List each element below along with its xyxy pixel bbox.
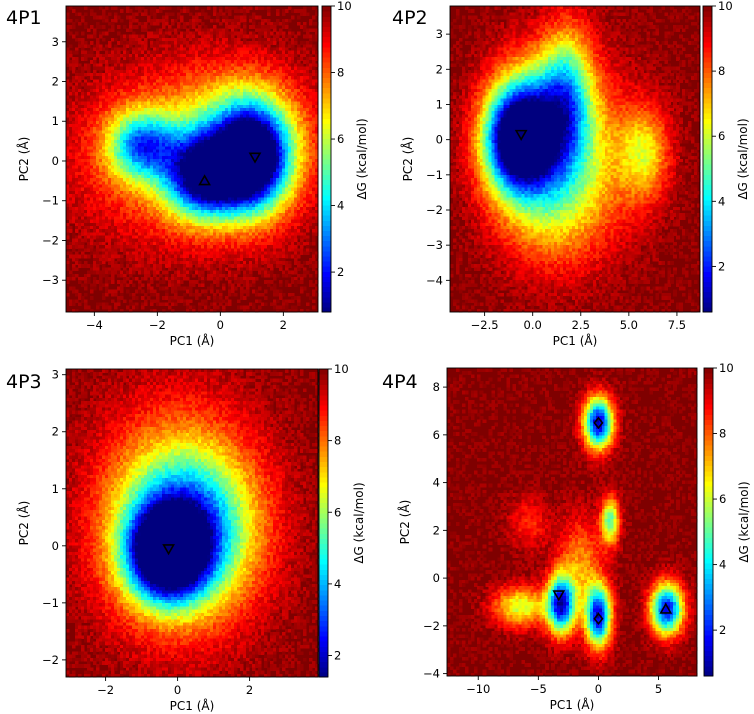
heatmap-cell [111,28,115,32]
heatmap-cell [87,28,91,32]
heatmap-cell [195,6,199,10]
heatmap-cell [81,32,85,36]
heatmap-cell [267,12,271,16]
heatmap-cell [66,73,70,77]
heatmap-cell [297,16,301,20]
heatmap-cell [282,12,286,16]
heatmap-cell [171,12,175,16]
heatmap-cell [120,9,124,13]
heatmap-cell [219,22,223,26]
heatmap-cell [135,25,139,29]
heatmap-cell [84,57,88,61]
heatmap-cell [102,38,106,42]
heatmap-cell [84,6,88,10]
heatmap-cell [117,25,121,29]
heatmap-cell [105,32,109,36]
heatmap-cell [168,6,172,10]
heatmap-cell [159,9,163,13]
heatmap-cell [276,12,280,16]
heatmap-cell [306,12,310,16]
heatmap-cell [156,22,160,26]
heatmap-cell [207,6,211,10]
heatmap-cell [72,25,76,29]
heatmap-cell [75,51,79,55]
heatmap-cell [78,22,82,26]
heatmap-cell [102,25,106,29]
heatmap-cell [120,19,124,23]
heatmap-cell [114,6,118,10]
